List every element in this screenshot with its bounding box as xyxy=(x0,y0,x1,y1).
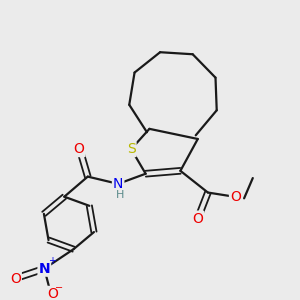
Text: O: O xyxy=(48,287,58,300)
Text: −: − xyxy=(55,283,63,293)
Text: O: O xyxy=(230,190,241,204)
Text: +: + xyxy=(48,256,56,266)
Text: O: O xyxy=(74,142,85,156)
Text: O: O xyxy=(10,272,21,286)
Text: N: N xyxy=(38,262,50,276)
Text: O: O xyxy=(192,212,203,226)
Text: N: N xyxy=(113,177,123,191)
Text: H: H xyxy=(116,190,125,200)
Text: S: S xyxy=(127,142,136,156)
